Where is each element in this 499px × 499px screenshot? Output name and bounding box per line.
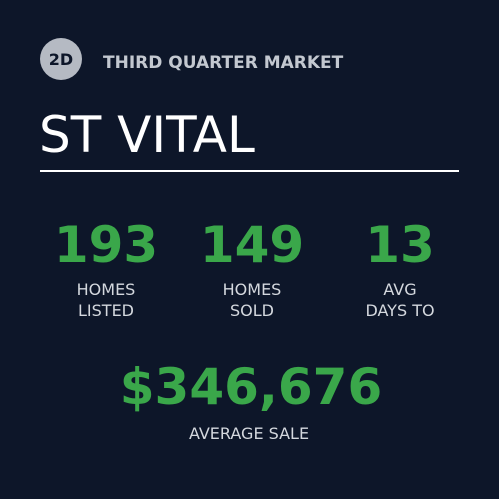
stat-label: AVG [383,280,416,299]
average-sale-value: $346,676 [120,358,383,416]
badge-circle [40,38,82,80]
stat-label: LISTED [78,301,134,320]
stat-label: HOMES [77,280,136,299]
stat-value: 149 [200,216,304,274]
stat-label: SOLD [230,301,274,320]
stat-label: HOMES [223,280,282,299]
badge-text: 2D [49,50,73,69]
stat-label: DAYS TO [365,301,434,320]
average-sale-label: AVERAGE SALE [189,424,309,443]
stat-value: 193 [54,216,158,274]
stat-value: 13 [365,216,435,274]
area-title: ST VITAL [39,106,255,164]
header-title: THIRD QUARTER MARKET [103,53,344,73]
